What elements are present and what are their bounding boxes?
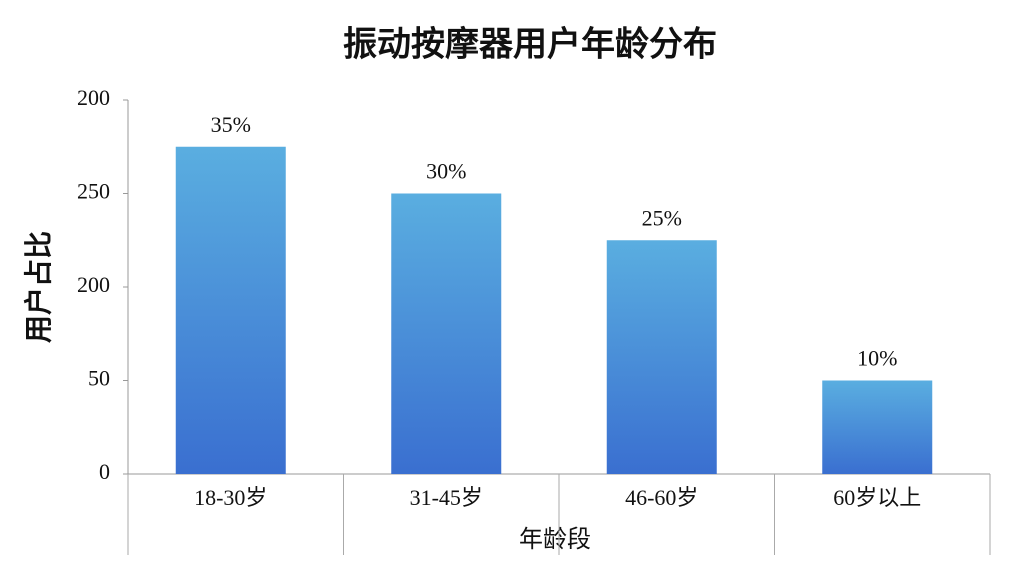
bar [606, 240, 717, 474]
y-tick-label: 0 [99, 459, 110, 484]
y-axis-label: 用户占比 [22, 231, 55, 343]
data-label: 35% [211, 112, 251, 137]
bar [175, 146, 286, 474]
data-label: 10% [857, 346, 897, 371]
data-label: 25% [642, 205, 682, 230]
y-tick-label: 200 [77, 272, 110, 297]
x-tick-label: 31-45岁 [410, 485, 483, 510]
chart-title: 振动按摩器用户年龄分布 [343, 25, 717, 65]
y-tick-label: 200 [77, 85, 110, 110]
x-tick-label: 18-30岁 [194, 485, 267, 510]
x-tick-label: 60岁以上 [833, 485, 921, 510]
bar [822, 380, 933, 474]
y-tick-label: 50 [88, 366, 110, 391]
x-axis-label: 年龄段 [519, 525, 591, 553]
x-tick-label: 46-60岁 [625, 485, 698, 510]
data-label: 30% [426, 159, 466, 184]
bar [391, 193, 502, 474]
y-tick-label: 250 [77, 179, 110, 204]
